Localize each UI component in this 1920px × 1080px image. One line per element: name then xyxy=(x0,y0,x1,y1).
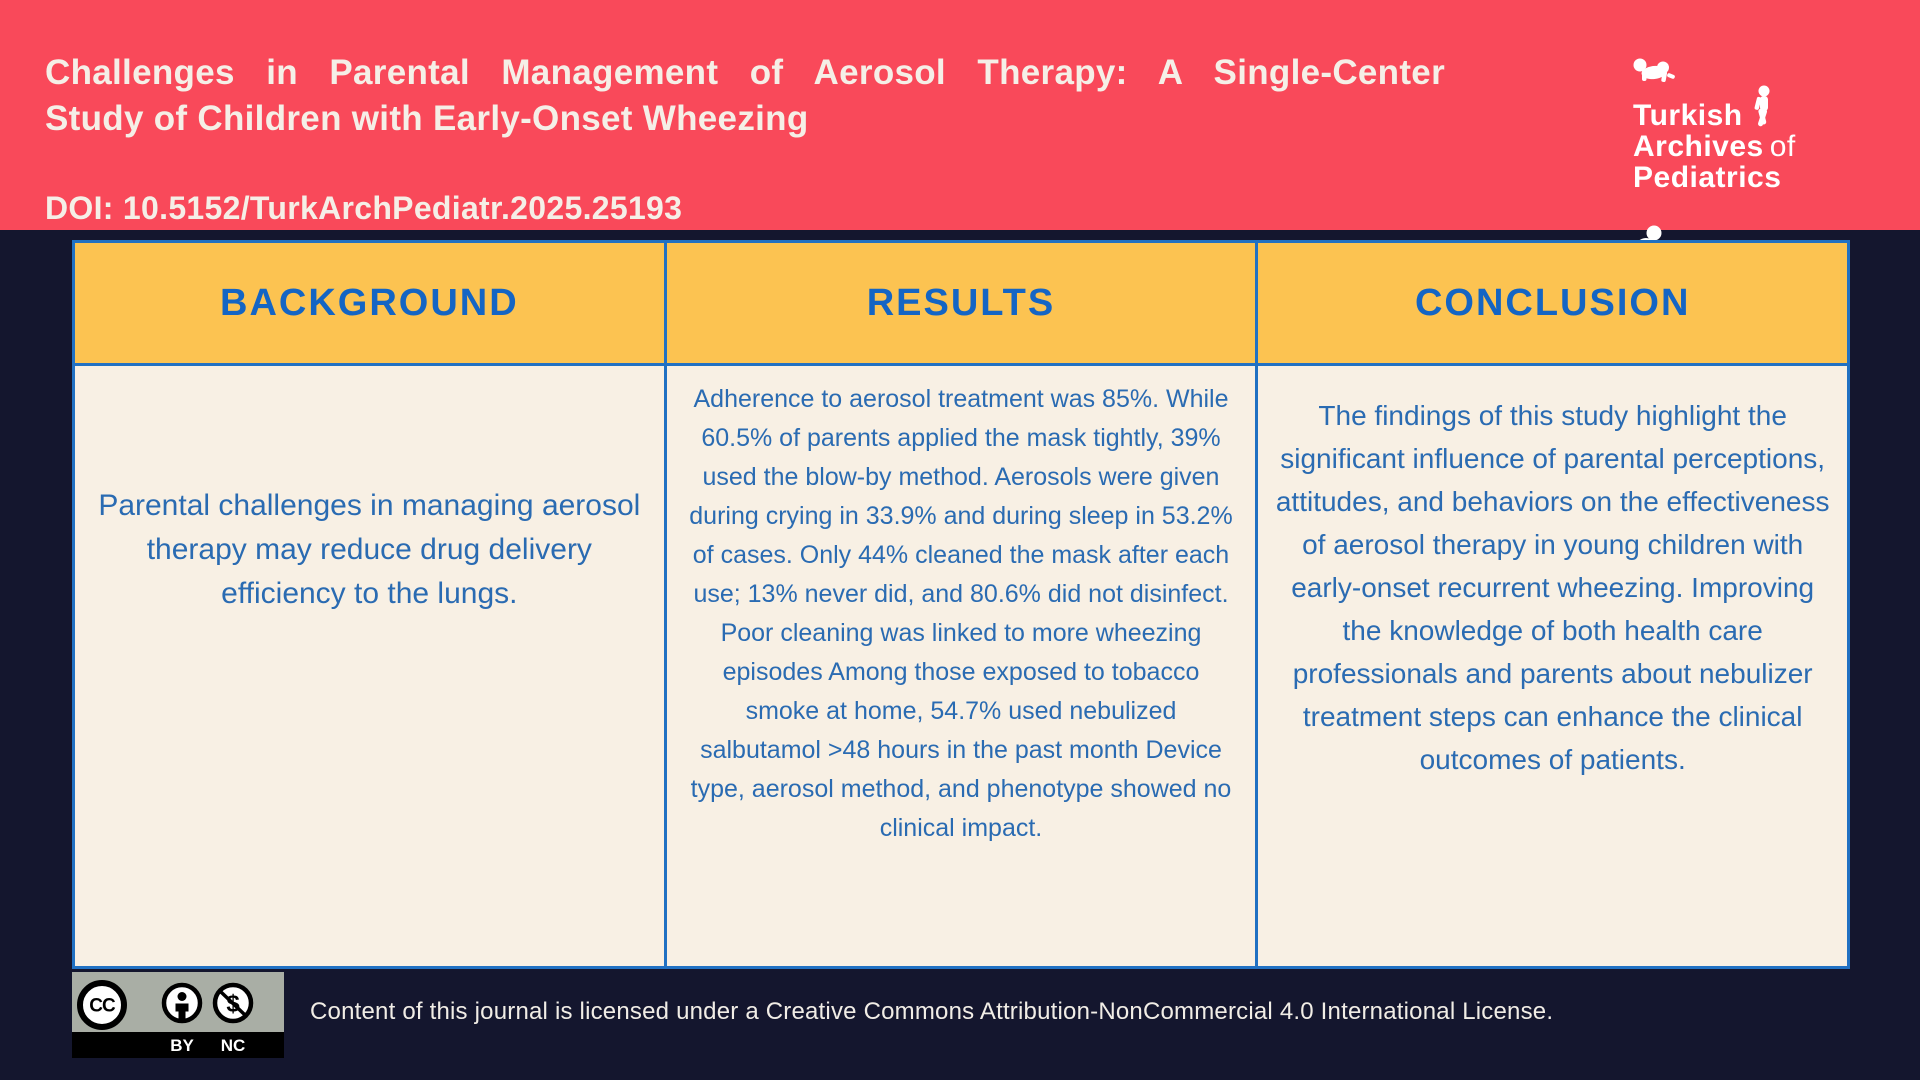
journal-logo: Turkish Archives of Pediatrics xyxy=(1633,24,1863,262)
results-cell: Adherence to aerosol treatment was 85%. … xyxy=(666,366,1256,966)
license-footer: CC $ BY NC Content of this journal is li… xyxy=(72,968,1850,1063)
logo-word-of: of xyxy=(1769,130,1796,163)
svg-text:NC: NC xyxy=(221,1036,246,1055)
column-header-results: RESULTS xyxy=(666,243,1256,363)
conclusion-text: The findings of this study highlight the… xyxy=(1275,400,1830,775)
svg-text:BY: BY xyxy=(170,1036,194,1055)
summary-table: BACKGROUND RESULTS CONCLUSION Parental c… xyxy=(72,240,1850,969)
nc-dollar-icon: $ xyxy=(212,982,254,1024)
article-title: Challenges in Parental Management of Aer… xyxy=(45,50,1445,142)
doi-text: DOI: 10.5152/TurkArchPediatr.2025.25193 xyxy=(45,190,683,226)
logo-word-pediatrics: Pediatrics xyxy=(1633,161,1782,194)
crawling-baby-icon xyxy=(1633,55,1863,85)
background-cell: Parental challenges in managing aerosol … xyxy=(75,366,664,966)
license-text: Content of this journal is licensed unde… xyxy=(310,998,1554,1025)
logo-word-turkish: Turkish xyxy=(1633,99,1743,132)
walking-child-icon xyxy=(1749,85,1777,131)
cc-by-nc-badge: CC $ BY NC xyxy=(72,972,284,1063)
svg-text:CC: CC xyxy=(89,996,116,1017)
logo-word-archives: Archives xyxy=(1633,130,1764,163)
background-text: Parental challenges in managing aerosol … xyxy=(98,489,641,610)
column-header-background: BACKGROUND xyxy=(75,243,664,363)
results-text: Adherence to aerosol treatment was 85%. … xyxy=(689,385,1233,842)
article-title-line-1: Challenges in Parental Management of Aer… xyxy=(45,53,1445,92)
column-header-conclusion: CONCLUSION xyxy=(1258,243,1847,363)
article-title-line-2: Study of Children with Early-Onset Wheez… xyxy=(45,99,809,138)
header-banner: Challenges in Parental Management of Aer… xyxy=(0,0,1920,260)
conclusion-cell: The findings of this study highlight the… xyxy=(1258,366,1847,966)
by-person-icon xyxy=(161,982,203,1024)
cc-icon: CC xyxy=(77,980,127,1030)
